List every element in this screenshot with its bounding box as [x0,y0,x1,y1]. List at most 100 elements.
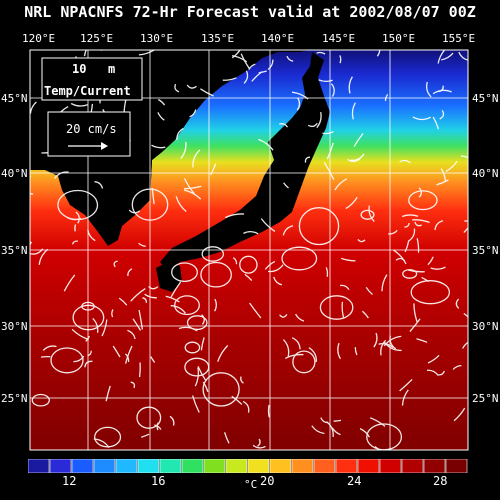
eddy-loop [57,189,99,221]
current-streamline [138,50,155,56]
depth-legend-box [41,57,143,101]
current-streamline [113,260,118,268]
current-streamline [326,421,334,437]
current-streamline [401,214,419,218]
current-streamline [453,407,466,422]
lat-label-left-30n: 30°N [1,320,28,333]
current-streamline [463,312,468,319]
depth-value: 10 [72,62,87,76]
current-streamline [351,102,356,120]
current-streamline [243,70,249,84]
current-streamline [257,438,261,447]
colorbar-cell [225,459,248,473]
current-streamline [282,225,294,236]
eddy-loop [94,426,122,448]
eddy-loop [200,261,232,288]
current-streamline [141,433,150,438]
lon-label-135e: 135°E [201,32,235,45]
current-streamline [432,116,440,130]
colorbar-label-12: 12 [62,474,77,488]
current-streamline [426,369,439,376]
current-streamline [430,266,446,270]
current-streamline [337,342,341,360]
current-streamline [231,50,241,59]
lon-label-150e: 150°E [382,32,416,45]
current-streamline [258,138,274,151]
current-streamline [260,218,276,232]
current-streamline [282,339,290,357]
eddy-loop [281,246,318,271]
colorbar-cell [93,459,116,473]
current-streamline [92,317,99,333]
colorbar-cell [159,459,182,473]
colorbar-cell [181,459,204,473]
current-streamline [331,427,341,436]
current-streamline [74,224,77,232]
current-streamline [404,222,410,228]
colorbar-label-24: 24 [347,474,362,488]
current-streamline [214,298,218,312]
colorbar-cell [247,459,270,473]
lat-label-left-35n: 35°N [1,244,28,257]
current-streamline [401,389,409,406]
colorbar-cell [423,459,446,473]
current-streamline [178,326,198,332]
current-streamline [295,313,305,322]
current-streamline [138,362,141,378]
current-streamline [409,318,421,333]
current-streamline [432,89,452,95]
current-streamline [286,55,294,62]
colorbar-label-20: 20 [260,474,275,488]
kyushu-land [156,262,182,292]
current-streamline [252,444,266,449]
current-streamline [361,310,369,319]
current-streamline [463,227,468,233]
colorbar-cell [291,459,314,473]
eddy-loop [31,393,50,407]
current-streamline [434,220,444,231]
lon-label-140e: 140°E [261,32,295,45]
vector-scale-box [47,111,131,157]
current-streamline [376,50,381,57]
current-streamline [412,219,430,224]
current-streamline [445,160,458,172]
map-title: NRL NPACNFS 72-Hr Forecast valid at 2002… [24,3,476,21]
current-streamline [341,301,345,319]
current-streamline [186,84,197,89]
current-streamline [365,286,373,295]
current-streamline [105,385,111,402]
current-streamline [330,83,335,97]
current-streamline [165,295,180,303]
current-streamline [438,370,445,376]
current-streamline [436,179,449,186]
lon-label-155e: 155°E [442,32,476,45]
current-streamline [30,241,32,247]
current-streamline [63,274,76,292]
current-streamline [325,267,329,277]
current-streamline [244,273,253,282]
current-streamline [169,415,175,426]
eddy-loop [410,280,451,305]
colorbar-cell [313,459,336,473]
colorbar-cell [49,459,72,473]
current-streamline [441,52,454,61]
current-streamline [154,424,162,430]
current-streamline [284,353,304,359]
current-streamline [437,50,446,64]
current-streamline [151,144,166,149]
current-streamline [458,51,468,61]
current-streamline [192,149,201,168]
current-streamline [340,284,350,290]
current-streamline [30,193,34,195]
current-streamline [231,54,248,63]
current-streamline [132,318,142,331]
current-streamline [242,400,250,413]
current-streamline [318,79,333,82]
current-streamline [326,142,334,160]
current-streamline [75,211,80,224]
eddy-loop [239,255,258,274]
field-label: Temp/Current [44,84,131,98]
eddy-loop [202,372,240,407]
current-streamline [112,345,121,358]
current-streamline [70,102,88,107]
